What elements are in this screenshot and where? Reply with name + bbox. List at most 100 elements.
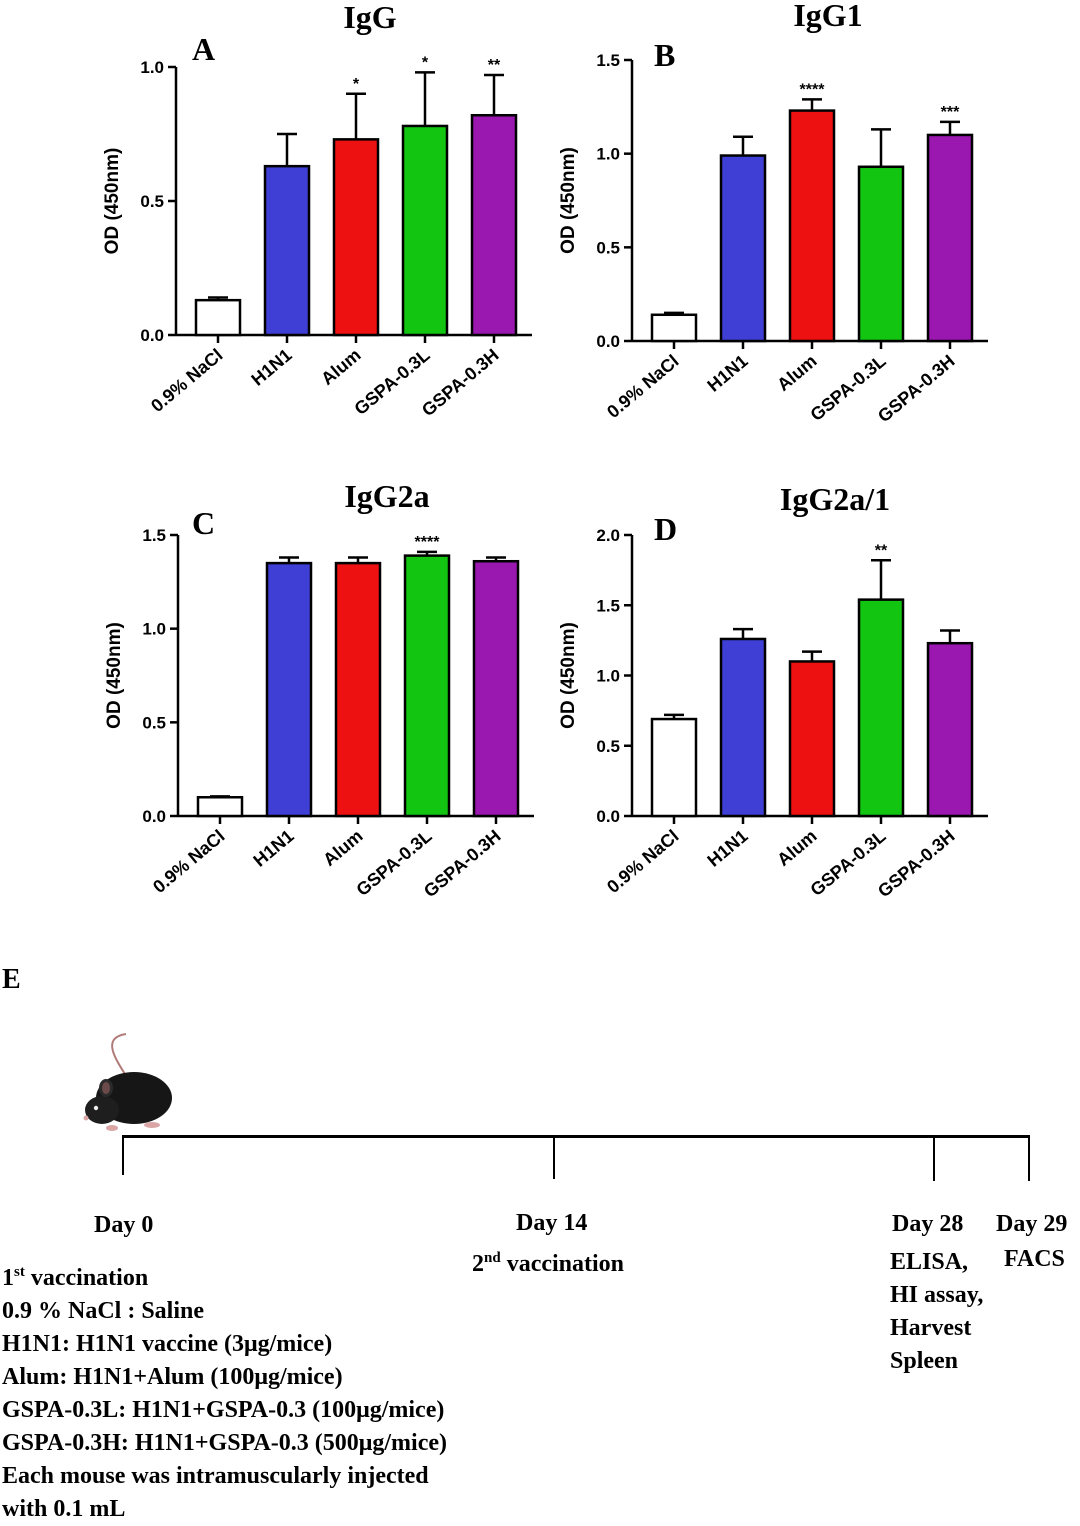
chart-a-ytick-label-0: 0.0 [140, 326, 164, 345]
chart-d-bar-1 [719, 637, 767, 818]
chart-d-title: IgG2a/1 [780, 481, 890, 517]
chart-a-panel-letter: A [192, 31, 215, 67]
chart-c-category-label-4: GSPA-0.3H [420, 826, 505, 902]
chart-d-category-label-1: H1N1 [703, 826, 751, 871]
chart-a-bar-0 [194, 298, 242, 337]
chart-c-bar-1 [265, 561, 313, 818]
chart-d-ytick-label-2: 1.0 [596, 667, 620, 686]
chart-d-ytick-label-1: 0.5 [596, 737, 620, 756]
chart-a-category-label-2: Alum [317, 345, 364, 389]
bar-charts: IgG A 0.0 0.5 1.0 OD (450nm) 0.9% NaCl H1N1 Alum… [102, 0, 988, 902]
chart-b-ytick-label-3: 1.5 [596, 51, 620, 70]
chart-d-bar-3 [857, 598, 905, 818]
chart-c-bar-2 [334, 561, 382, 818]
chart-c-ytick-label-2: 1.0 [142, 620, 166, 639]
label-day29: Day 29 [996, 1211, 1068, 1237]
chart-a-category-label-1: H1N1 [247, 345, 295, 390]
tick-day29 [1028, 1137, 1030, 1181]
day28-event-2: Harvest [890, 1315, 972, 1341]
chart-a-ytick-label-1: 0.5 [140, 192, 164, 211]
chart-a-bar-1 [263, 164, 311, 337]
chart-a-bar-4 [470, 113, 518, 337]
chart-b-bar-2 [788, 109, 836, 343]
legend-first-vaccination: 1st vaccination [2, 1264, 149, 1291]
chart-b-ylabel: OD (450nm) [558, 147, 579, 254]
chart-c-title: IgG2a [344, 478, 429, 514]
chart-d-bar-4 [926, 641, 974, 818]
chart-b-ytick-label-2: 1.0 [596, 145, 620, 164]
chart-c-panel-letter: C [192, 505, 215, 541]
chart-a-significance-2: * [353, 76, 360, 93]
chart-c-category-label-1: H1N1 [249, 826, 297, 871]
legend-line-1: H1N1: H1N1 vaccine (3μg/mice) [2, 1331, 333, 1357]
chart-b-bar-0 [650, 313, 698, 343]
chart-b-category-label-1: H1N1 [703, 351, 751, 396]
chart-a-significance-4: ** [488, 57, 501, 74]
chart-b-bar-4 [926, 133, 974, 343]
legend-line-4: GSPA-0.3H: H1N1+GSPA-0.3 (500μg/mice) [2, 1430, 447, 1456]
panel-letter-e: E [2, 964, 21, 995]
label-day0: Day 0 [94, 1212, 154, 1238]
chart-d-ytick-label-3: 1.5 [596, 596, 620, 615]
chart-c-ytick-label-1: 0.5 [142, 713, 166, 732]
timeline-axis [122, 1135, 1030, 1138]
chart-a-category-label-4: GSPA-0.3H [418, 345, 503, 421]
chart-b-panel-letter: B [654, 37, 675, 73]
legend-line-3: GSPA-0.3L: H1N1+GSPA-0.3 (100μg/mice) [2, 1397, 445, 1423]
chart-c-significance-3: **** [415, 534, 441, 551]
chart-c-category-label-0: 0.9% NaCl [149, 826, 229, 897]
day28-event-3: Spleen [890, 1348, 959, 1374]
vaccination-timeline: E Day 0 Day 14 Day 28 Day 29 2nd vaccina… [0, 960, 1080, 1522]
chart-a-bar-2 [332, 138, 380, 337]
chart-d-bar-0 [650, 717, 698, 818]
chart-b-ytick-label-1: 0.5 [596, 238, 620, 257]
chart-d-category-label-4: GSPA-0.3H [874, 826, 959, 902]
chart-c-category-label-2: Alum [319, 826, 366, 870]
chart-d-ylabel: OD (450nm) [558, 622, 579, 729]
chart-b-title: IgG1 [793, 0, 862, 33]
chart-d-category-label-2: Alum [773, 826, 820, 870]
chart-c-bar-4 [472, 559, 520, 818]
tick-day28 [933, 1137, 935, 1181]
group-legend: 1st vaccination 0.9 % NaCl : Saline H1N1:… [2, 1256, 447, 1526]
chart-c-ytick-label-0: 0.0 [142, 807, 166, 826]
chart-d-ytick-label-0: 0.0 [596, 807, 620, 826]
chart-a-significance-3: * [422, 54, 429, 71]
chart-b-bar-3 [857, 165, 905, 343]
mouse-icon [83, 1033, 172, 1131]
chart-b-category-label-2: Alum [773, 351, 820, 395]
day28-event-0: ELISA, [890, 1249, 969, 1275]
chart-a-category-label-0: 0.9% NaCl [147, 345, 227, 416]
label-day28: Day 28 [892, 1211, 964, 1237]
chart-c-ylabel: OD (450nm) [104, 622, 125, 729]
tick-day0 [122, 1137, 124, 1175]
day28-event-1: HI assay, [890, 1282, 984, 1308]
chart-a-ylabel: OD (450nm) [102, 148, 123, 255]
chart-b-bar-1 [719, 154, 767, 343]
tick-day14 [553, 1137, 555, 1179]
chart-d-ytick-label-4: 2.0 [596, 526, 620, 545]
chart-d-category-label-0: 0.9% NaCl [603, 826, 683, 897]
label-facs: FACS [1004, 1246, 1065, 1272]
chart-b-ytick-label-0: 0.0 [596, 332, 620, 351]
chart-b-category-label-4: GSPA-0.3H [874, 351, 959, 427]
chart-b-significance-4: *** [941, 104, 960, 121]
chart-c-ytick-label-3: 1.5 [142, 526, 166, 545]
day28-events: ELISA, HI assay, Harvest Spleen [890, 1246, 983, 1378]
chart-d-bar-2 [788, 660, 836, 818]
chart-a-bar-3 [401, 124, 449, 337]
label-second-vaccination: 2nd vaccination [472, 1250, 625, 1277]
chart-d-significance-3: ** [875, 542, 888, 559]
legend-line-0: 0.9 % NaCl : Saline [2, 1298, 205, 1324]
chart-a-title: IgG [343, 0, 396, 35]
chart-c-bar-3 [403, 554, 451, 818]
chart-b-significance-2: **** [800, 81, 826, 98]
chart-d-panel-letter: D [654, 511, 677, 547]
chart-a-ytick-label-2: 1.0 [140, 58, 164, 77]
chart-b-category-label-0: 0.9% NaCl [603, 351, 683, 422]
label-day14: Day 14 [516, 1210, 588, 1236]
legend-line-5: Each mouse was intramuscularly injected [2, 1463, 429, 1489]
chart-c-bar-0 [196, 796, 244, 818]
legend-line-2: Alum: H1N1+Alum (100μg/mice) [2, 1364, 343, 1390]
legend-line-6: with 0.1 mL [2, 1496, 126, 1522]
